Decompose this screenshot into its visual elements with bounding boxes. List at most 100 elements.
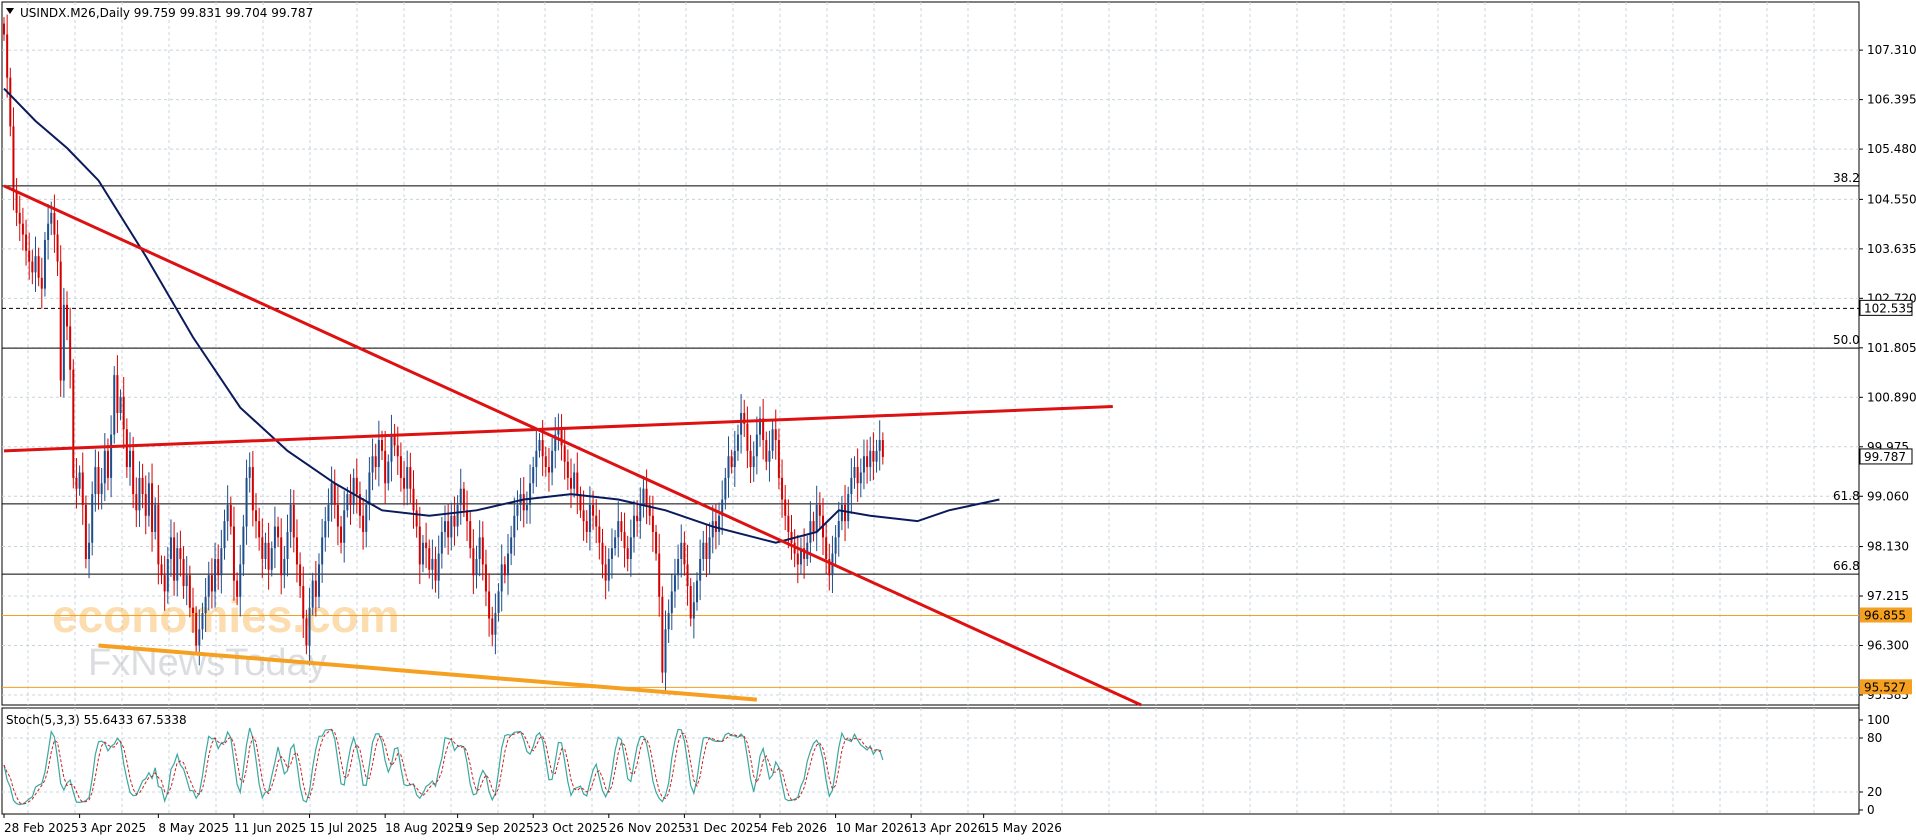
candle-body (759, 418, 761, 435)
candle-body (188, 575, 191, 608)
candle-body (450, 515, 453, 538)
candle-body (617, 521, 620, 538)
candle-body (588, 504, 591, 532)
price-tick-label: 96.300 (1867, 639, 1909, 653)
candle-body (815, 504, 818, 532)
candle-body (6, 34, 9, 78)
candle-body (179, 548, 182, 559)
candle-body (12, 126, 15, 192)
candle-body (472, 548, 475, 576)
candle-body (538, 440, 541, 451)
candle-body (223, 521, 226, 549)
candle-body (585, 521, 588, 532)
candle-body (236, 580, 239, 597)
trendline (3, 404, 1113, 453)
candle-body (844, 504, 847, 522)
candle-body (629, 537, 632, 559)
candle-body (122, 396, 125, 430)
candle-body (270, 548, 273, 570)
candle-body (529, 483, 532, 505)
candle-body (623, 531, 626, 549)
candle-body (368, 472, 371, 505)
chart-menu-icon[interactable] (6, 8, 14, 14)
candle-body (403, 477, 406, 489)
candle-body (784, 499, 787, 516)
candle-body (469, 521, 472, 549)
candle-body (834, 537, 837, 554)
candle-body (771, 429, 774, 451)
fib-level-label: 50.0 (1833, 333, 1860, 347)
candle-body (752, 456, 755, 468)
fib-level-label: 38.2 (1833, 171, 1860, 185)
time-tick-label: 23 Oct 2025 (533, 821, 607, 835)
candle-body (680, 542, 683, 559)
candle-body (440, 531, 443, 554)
candle-body (286, 531, 289, 559)
candle-body (362, 515, 365, 532)
candle-body (352, 477, 355, 505)
candle-body (163, 575, 166, 592)
candle-body (258, 521, 261, 538)
candle-body (267, 542, 270, 570)
candle-body (503, 564, 506, 576)
candle-body (566, 461, 569, 478)
candle-body (289, 504, 292, 532)
candle-body (881, 440, 884, 457)
candle-body (116, 375, 119, 413)
candle-body (620, 521, 623, 532)
candle-body (633, 515, 635, 538)
candle-body (311, 580, 314, 608)
candle-body (444, 521, 446, 532)
candle-body (321, 537, 324, 565)
candle-body (28, 250, 31, 262)
candle-body (273, 526, 276, 549)
candle-body (141, 477, 144, 495)
candle-body (43, 239, 46, 289)
stoch-main-line (3, 727, 884, 806)
candle-body (803, 548, 806, 559)
candle-body (135, 494, 138, 511)
candle-body (466, 510, 469, 522)
candle-body (601, 542, 604, 565)
candle-body (280, 537, 283, 576)
candle-body (730, 456, 733, 468)
candle-body (81, 472, 84, 505)
candle-body (736, 434, 739, 451)
candle-body (94, 467, 97, 495)
candle-body (390, 434, 393, 462)
candle-body (192, 607, 194, 614)
candle-body (25, 234, 28, 251)
candle-body (75, 477, 78, 489)
candle-body (264, 542, 267, 559)
trendlines (3, 184, 1142, 707)
candle-body (245, 477, 248, 527)
moving-average (3, 87, 1000, 544)
candle-body (696, 580, 698, 603)
time-tick-label: 3 Apr 2025 (80, 821, 147, 835)
candle-body (859, 472, 862, 484)
candle-body (84, 504, 87, 559)
candle-body (384, 450, 387, 484)
candle-body (740, 412, 743, 435)
candle-body (513, 515, 516, 538)
candle-body (299, 564, 302, 587)
price-tick-label: 99.060 (1867, 489, 1909, 503)
stoch-pane-frame (1, 707, 1860, 815)
candle-body (670, 591, 673, 614)
candle-body (50, 212, 53, 224)
candle-body (333, 483, 336, 505)
candle-body (576, 472, 579, 495)
stoch-signal-line (3, 729, 884, 805)
time-tick-label: 10 Mar 2026 (836, 821, 912, 835)
candle-body (34, 256, 37, 273)
candle-body (56, 234, 59, 262)
price-label-text: 102.535 (1864, 301, 1914, 315)
candle-body (866, 456, 869, 468)
candle-body (692, 602, 695, 619)
candle-body (154, 504, 157, 532)
candle-body (818, 504, 821, 516)
candle-body (812, 521, 815, 532)
candle-body (88, 542, 91, 559)
candle-body (371, 456, 374, 473)
